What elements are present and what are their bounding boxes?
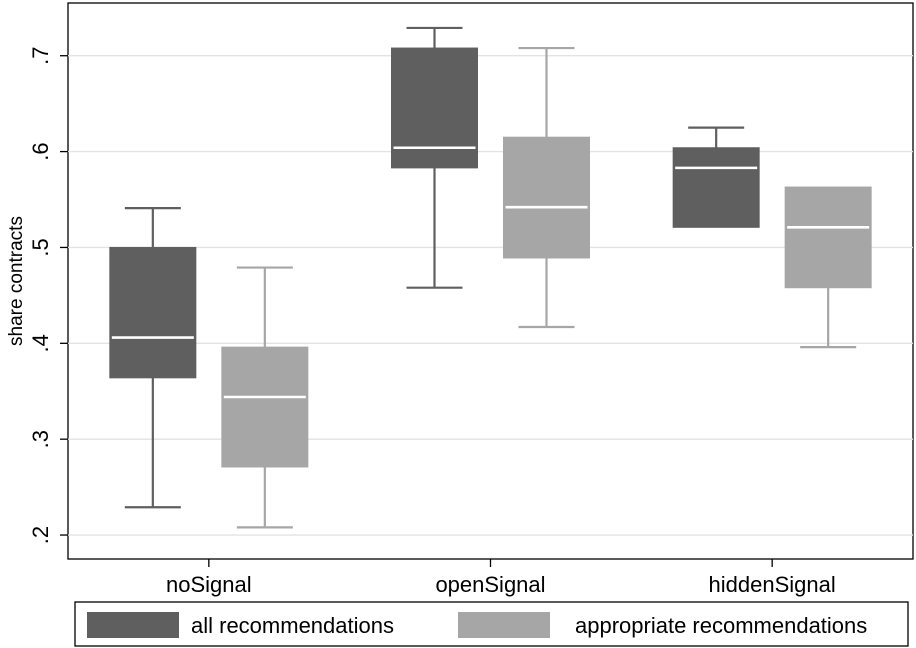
legend-swatch [87, 612, 179, 638]
y-tick-label: .4 [28, 334, 53, 352]
box-appropriate-openSignal [503, 46, 590, 329]
box-iqr [672, 147, 760, 228]
legend: all recommendations appropriate recommend… [74, 601, 909, 647]
x-tick-label: hiddenSignal [709, 572, 836, 597]
box-appropriate-hiddenSignal [784, 186, 872, 349]
y-tick-label: .5 [28, 238, 53, 256]
y-tick-label: .3 [28, 430, 53, 448]
box-iqr [109, 246, 197, 379]
y-tick-label: .7 [28, 47, 53, 65]
y-axis-label: share contracts [6, 216, 27, 346]
y-tick-label: .2 [28, 526, 53, 544]
x-axis-ticks: noSignal openSignal hiddenSignal [166, 559, 836, 597]
box-all-openSignal [391, 26, 478, 289]
box-iqr [784, 186, 872, 289]
x-tick-label: noSignal [166, 572, 252, 597]
box-appropriate-noSignal [221, 266, 309, 529]
legend-label: all recommendations [191, 613, 394, 638]
y-axis-ticks: .2 .3 .4 .5 .6 .7 [28, 47, 68, 544]
plot-area [67, 2, 914, 560]
box-iqr [503, 136, 590, 259]
legend-label: appropriate recommendations [575, 613, 867, 638]
boxes [109, 26, 872, 529]
box-iqr [391, 47, 478, 169]
y-tick-label: .6 [28, 142, 53, 160]
legend-swatch [458, 612, 550, 638]
x-tick-label: openSignal [435, 572, 545, 597]
box-all-noSignal [109, 207, 197, 509]
gridlines [68, 55, 913, 536]
box-iqr [221, 346, 309, 468]
box-all-hiddenSignal [672, 126, 760, 228]
